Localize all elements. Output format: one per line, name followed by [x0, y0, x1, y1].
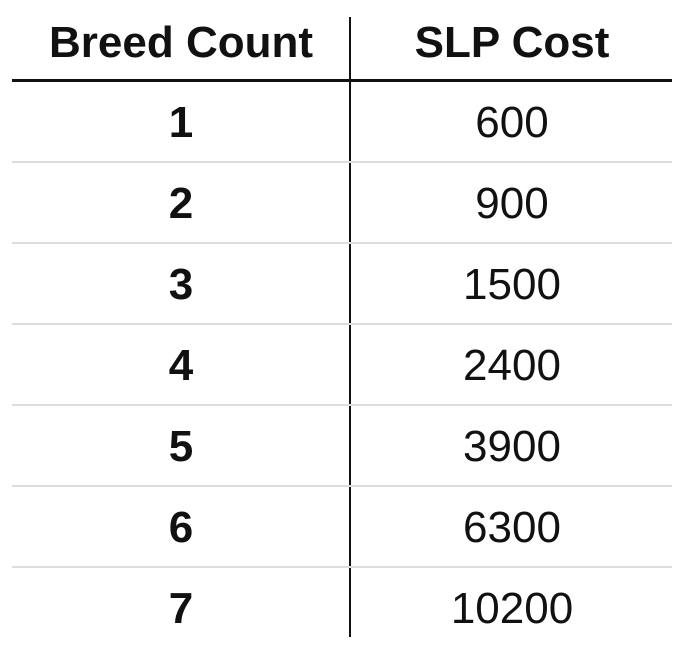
breed-count-cell: 4 [168, 341, 194, 390]
breed-count-cell: 2 [168, 179, 194, 228]
column-header-slp-cost: SLP Cost [414, 18, 610, 67]
slp-cost-cell: 2400 [463, 341, 561, 390]
slp-cost-cell: 3900 [463, 422, 561, 471]
breed-cost-table: Breed Count SLP Cost 1 600 2 900 3 1500 … [12, 0, 672, 650]
slp-cost-cell: 10200 [450, 584, 574, 633]
table-row: 2 900 [12, 163, 672, 244]
breed-count-cell: 5 [168, 422, 194, 471]
slp-cost-cell: 600 [475, 98, 549, 147]
breed-count-cell: 7 [168, 584, 194, 633]
table-header: Breed Count SLP Cost [12, 0, 672, 82]
breed-count-cell: 6 [168, 503, 194, 552]
slp-cost-cell: 900 [475, 179, 549, 228]
table-row: 5 3900 [12, 406, 672, 487]
breed-count-cell: 1 [168, 98, 194, 147]
table-row: 3 1500 [12, 244, 672, 325]
table-row: 1 600 [12, 82, 672, 163]
slp-cost-cell: 6300 [463, 503, 561, 552]
column-divider [349, 17, 351, 637]
column-header-breed-count: Breed Count [49, 18, 313, 67]
slp-cost-cell: 1500 [463, 260, 561, 309]
table-row: 6 6300 [12, 487, 672, 568]
table-row: 7 10200 [12, 568, 672, 649]
breed-count-cell: 3 [168, 260, 194, 309]
table-row: 4 2400 [12, 325, 672, 406]
